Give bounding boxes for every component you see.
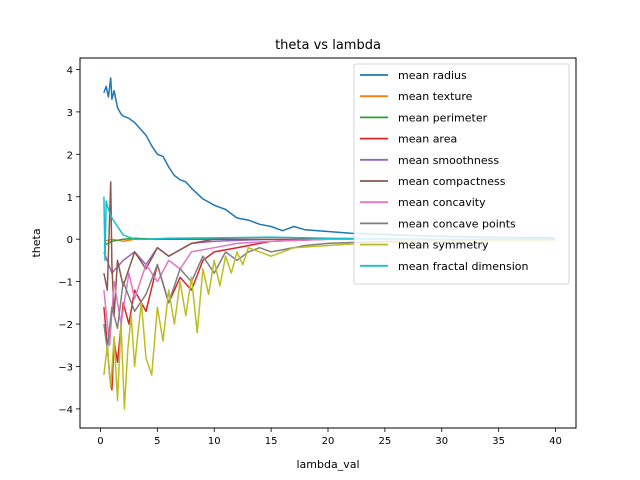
x-tick-label: 15: [265, 436, 278, 447]
legend-entry: mean radius: [398, 69, 467, 82]
x-axis-label: lambda_val: [296, 458, 359, 471]
legend: mean radius mean texture mean perimeter mea…: [353, 63, 570, 285]
series-line-mean-compactness: [103, 181, 556, 317]
y-axis-label: theta: [30, 228, 43, 257]
legend-box: [353, 63, 570, 285]
legend-entry: mean fractal dimension: [398, 260, 528, 273]
x-tick-label: 25: [379, 436, 392, 447]
legend-entry: mean perimeter: [398, 111, 488, 124]
x-tick-label: 5: [154, 436, 160, 447]
legend-entry: mean area: [398, 133, 457, 146]
y-tick-label: 4: [67, 65, 73, 76]
legend-entry: mean symmetry: [398, 239, 489, 252]
x-tick-label: 40: [549, 436, 562, 447]
x-tick-label: 10: [208, 436, 221, 447]
x-tick-label: 20: [322, 436, 335, 447]
legend-entry: mean smoothness: [398, 154, 499, 167]
y-tick-label: 3: [67, 108, 73, 119]
y-tick-label: 1: [67, 193, 73, 204]
series-line-mean-concave-points: [103, 238, 556, 351]
chart-title: theta vs lambda: [275, 38, 381, 53]
y-tick-label: −2: [58, 320, 73, 331]
legend-entry: mean concave points: [398, 217, 516, 230]
legend-entry: mean compactness: [398, 175, 506, 188]
y-tick-label: −4: [58, 405, 73, 416]
series-line-mean-symmetry: [103, 239, 556, 410]
x-tick-label: 35: [492, 436, 505, 447]
y-tick-label: −1: [58, 278, 73, 289]
y-tick-label: 2: [67, 150, 73, 161]
legend-entry: mean texture: [398, 90, 473, 103]
x-tick-label: 0: [97, 436, 103, 447]
y-tick-label: 0: [67, 235, 73, 246]
series-line-mean-concavity: [103, 238, 556, 347]
x-tick-label: 30: [435, 436, 448, 447]
axis-ticks: 0 5 10 15 20 25 30 35 40 −4 −3 −2 −1 0 1 2 3 4: [58, 65, 562, 447]
legend-entry: mean concavity: [398, 196, 486, 209]
y-tick-label: −3: [58, 362, 73, 373]
